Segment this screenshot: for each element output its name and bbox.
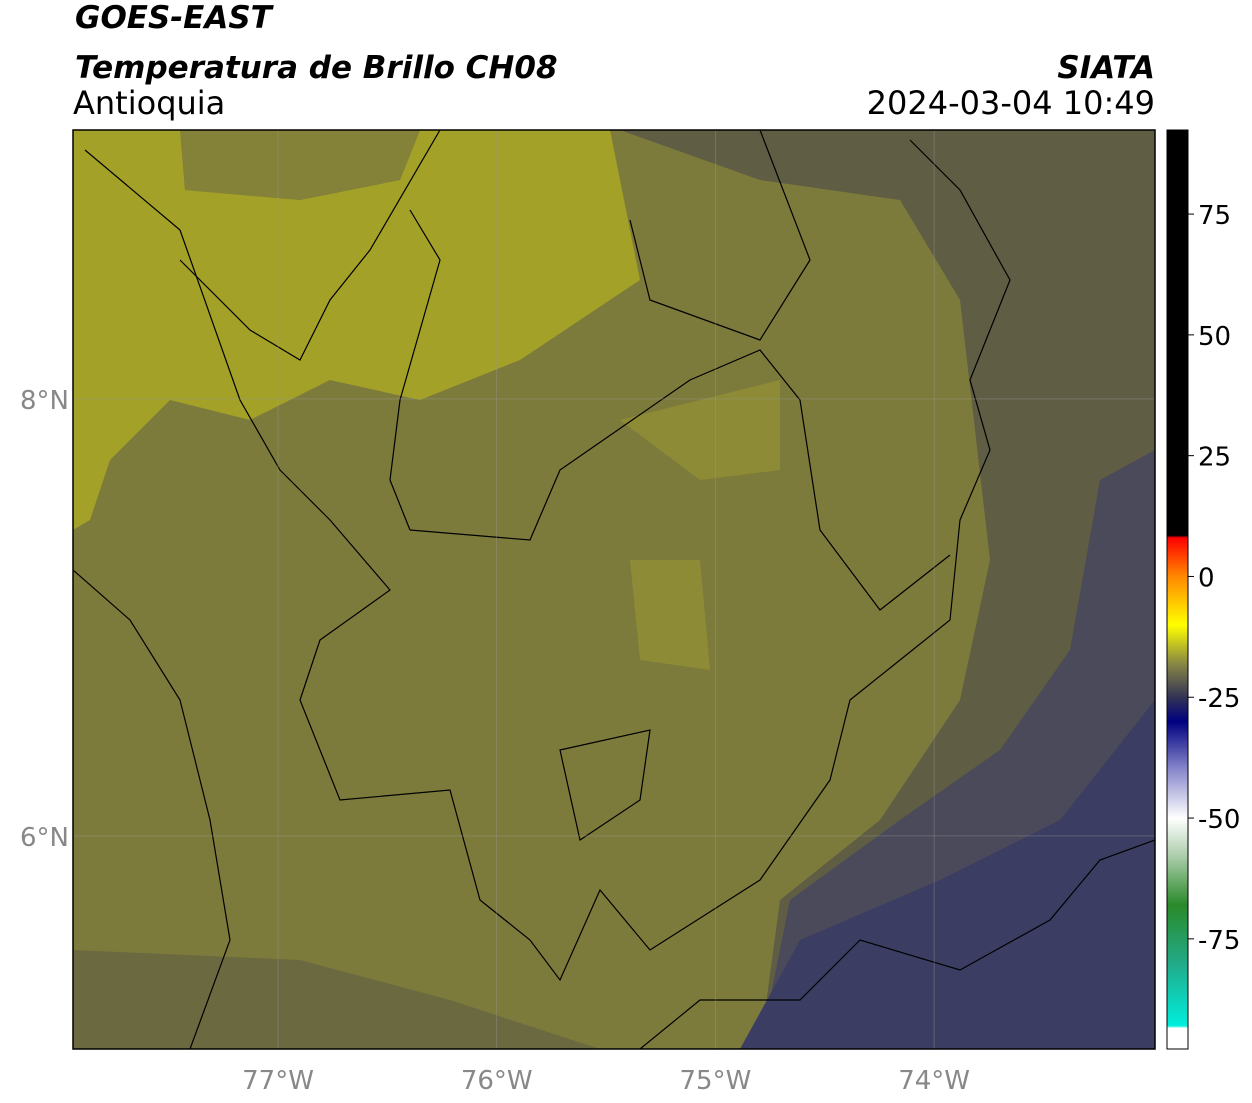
timestamp: 2024-03-04 10:49 [867, 84, 1155, 122]
y-tick-label: 8°N [20, 386, 69, 416]
grid [73, 130, 1155, 1049]
y-tick-label: 6°N [20, 823, 69, 853]
title: GOES-EAST [75, 0, 275, 36]
colorbar-tick-label: -75 [1198, 926, 1240, 956]
map-image [73, 130, 1155, 1049]
source: SIATA [1057, 50, 1155, 86]
colorbar [1166, 129, 1189, 1050]
x-tick-label: 77°W [242, 1066, 314, 1096]
map-frame [72, 129, 1156, 1050]
colorbar-tick-label: -25 [1198, 684, 1240, 714]
x-tick-label: 75°W [680, 1066, 752, 1096]
colorbar-tick-label: -50 [1198, 805, 1240, 835]
colorbar-tick-label: 50 [1198, 322, 1231, 352]
colorbar-tick-label: 75 [1198, 201, 1231, 231]
x-tick-label: 76°W [461, 1066, 533, 1096]
x-tick-label: 74°W [898, 1066, 970, 1096]
subtitle: Temperatura de Brillo CH08 [75, 50, 558, 86]
colorbar-tick-label: 25 [1198, 443, 1231, 473]
colorbar-tick-label: 0 [1198, 563, 1215, 593]
region: Antioquia [73, 84, 225, 122]
